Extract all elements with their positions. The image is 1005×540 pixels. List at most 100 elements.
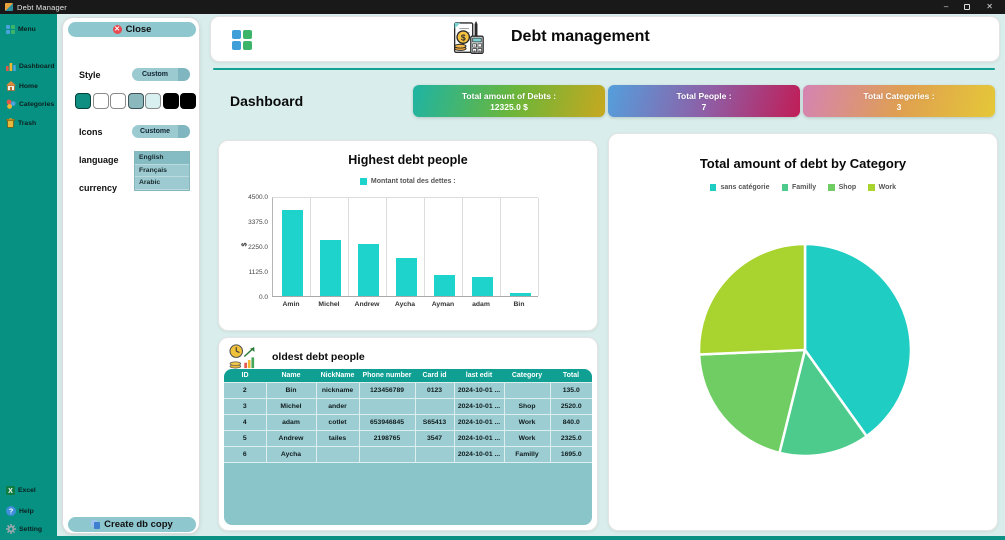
pie-chart-legend: sans catégorie Familly Shop Work — [609, 184, 997, 191]
y-tick-label: 3375.0 — [248, 219, 268, 226]
maximize-button[interactable] — [964, 4, 971, 10]
table-cell: 2 — [224, 381, 267, 399]
bar-chart-plot — [272, 197, 539, 297]
trash-icon — [6, 118, 15, 128]
language-option[interactable]: Arabic — [135, 177, 189, 190]
column-header: Name — [266, 369, 316, 382]
color-swatch[interactable] — [162, 93, 179, 109]
color-swatches — [75, 93, 196, 109]
table-cell: S65413 — [414, 413, 455, 431]
table-panel: oldest debt people ID Name NickName Phone n… — [218, 337, 598, 531]
pie-slice-sans catégorie — [803, 242, 913, 438]
sidebar-item-excel[interactable]: X Excel — [6, 486, 36, 495]
bar-Michel — [319, 240, 341, 296]
help-icon: ? — [6, 506, 16, 516]
language-listbox: English Français Arabic — [134, 151, 190, 191]
app-icon — [5, 3, 13, 11]
x-tick-label: Amin — [282, 301, 300, 308]
language-option[interactable]: English — [135, 152, 189, 165]
categories-icon — [6, 99, 16, 109]
table-row[interactable]: 2 Bin nickname 123456789 0123 2024-10-01 ... 1… — [224, 381, 592, 399]
table-row[interactable]: 4 adam cotlet 653946845 S65413 2024-10-01 ...… — [224, 413, 592, 431]
sidebar-item-label: Menu — [18, 26, 36, 33]
legend-swatch — [781, 184, 789, 191]
table-head-row: ID Name NickName Phone number Card id last ed… — [224, 369, 592, 382]
sidebar-item-dashboard[interactable]: Dashboard — [6, 61, 55, 71]
main-area: $ + - x + Debt management Dashboard Total … — [203, 14, 1005, 536]
minimize-button[interactable]: – — [943, 2, 949, 11]
y-tick-label: 4500.0 — [248, 194, 268, 201]
window-title: Debt Manager — [17, 2, 67, 12]
column-header: last edit — [454, 369, 504, 382]
table-cell: 3 — [224, 397, 267, 415]
gridline — [462, 198, 463, 296]
close-window-button[interactable]: ✕ — [986, 2, 993, 11]
table-row[interactable]: 6 Aycha 2024-10-01 ... Familly 1695.0 — [224, 445, 592, 463]
column-header: ID — [224, 369, 266, 382]
table-cell: 840.0 — [549, 413, 592, 431]
sidebar-item-help[interactable]: ? Help — [6, 506, 34, 516]
svg-text:+: + — [479, 49, 482, 53]
color-swatch[interactable] — [92, 93, 109, 109]
sidebar-item-label: Dashboard — [19, 62, 55, 70]
close-button-label: Close — [125, 24, 152, 35]
bar-chart-ylabel: $ — [241, 242, 249, 247]
grid-icon — [6, 25, 15, 34]
sidebar-item-trash[interactable]: Trash — [6, 118, 36, 128]
language-option[interactable]: Français — [135, 165, 189, 177]
pie-chart-panel: Total amount of debt by Category sans ca… — [608, 133, 998, 531]
legend-swatch — [360, 178, 367, 185]
gridline — [348, 198, 349, 296]
pie-chart-title: Total amount of debt by Category — [699, 156, 907, 171]
dashboard-icon — [6, 63, 16, 71]
close-settings-button[interactable]: ✕ Close — [68, 22, 196, 37]
table-cell: 135.0 — [549, 381, 592, 399]
sidebar-item-menu[interactable]: Menu — [6, 25, 36, 34]
language-label: language — [79, 155, 119, 165]
table-cell: ander — [315, 397, 360, 415]
sidebar-item-setting[interactable]: Setting — [6, 524, 42, 534]
apps-grid-icon[interactable] — [232, 30, 252, 50]
create-db-copy-button[interactable]: Create db copy — [68, 517, 196, 532]
x-tick-label: adam — [472, 301, 490, 308]
home-icon — [6, 81, 16, 91]
svg-text:$: $ — [461, 32, 466, 42]
sidebar-item-label: Excel — [18, 487, 36, 494]
column-header: Card id — [415, 369, 454, 382]
table-cell: nickname — [315, 381, 360, 399]
table-row[interactable]: 3 Michel ander 2024-10-01 ... Shop 2520.0 — [224, 397, 592, 415]
legend-swatch — [868, 184, 875, 191]
gridline — [424, 198, 425, 296]
bar-Andrew — [357, 244, 379, 296]
sidebar-item-label: Help — [19, 507, 34, 515]
column-header: Total — [550, 369, 592, 382]
x-tick-label: Aycha — [394, 301, 416, 308]
bar-chart-title: Highest debt people — [348, 153, 468, 167]
x-tick-label: Bin — [513, 301, 525, 308]
table-cell: 653946845 — [358, 413, 416, 431]
table-row[interactable]: 5 Andrew tailes 2198765 3547 2024-10-01 ... Wo… — [224, 429, 592, 447]
gridline — [538, 198, 539, 296]
legend-item: Shop — [828, 184, 856, 191]
pie-chart — [697, 242, 913, 458]
style-dropdown-value: Custom — [141, 71, 169, 78]
table-cell: adam — [265, 413, 317, 431]
sidebar-item-categories[interactable]: Categories — [6, 99, 54, 109]
color-swatch[interactable] — [110, 93, 126, 109]
table-cell: 2024-10-01 ... — [453, 445, 505, 463]
card-label: Total Categories : — [863, 90, 935, 101]
sidebar-item-home[interactable]: Home — [6, 81, 38, 91]
table-cell: Aycha — [265, 445, 317, 463]
color-swatch[interactable] — [145, 93, 161, 109]
color-swatch[interactable] — [180, 93, 196, 109]
table-cell: 2024-10-01 ... — [453, 413, 505, 431]
card-label: Total People : — [676, 90, 732, 101]
color-swatch[interactable] — [75, 93, 91, 109]
style-dropdown[interactable]: Custom — [132, 68, 190, 81]
legend-label: Work — [878, 184, 897, 191]
style-label: Style — [79, 70, 101, 80]
icons-dropdown[interactable]: Custome — [132, 125, 190, 138]
color-swatch[interactable] — [127, 93, 144, 109]
table-cell: 5 — [224, 429, 267, 447]
